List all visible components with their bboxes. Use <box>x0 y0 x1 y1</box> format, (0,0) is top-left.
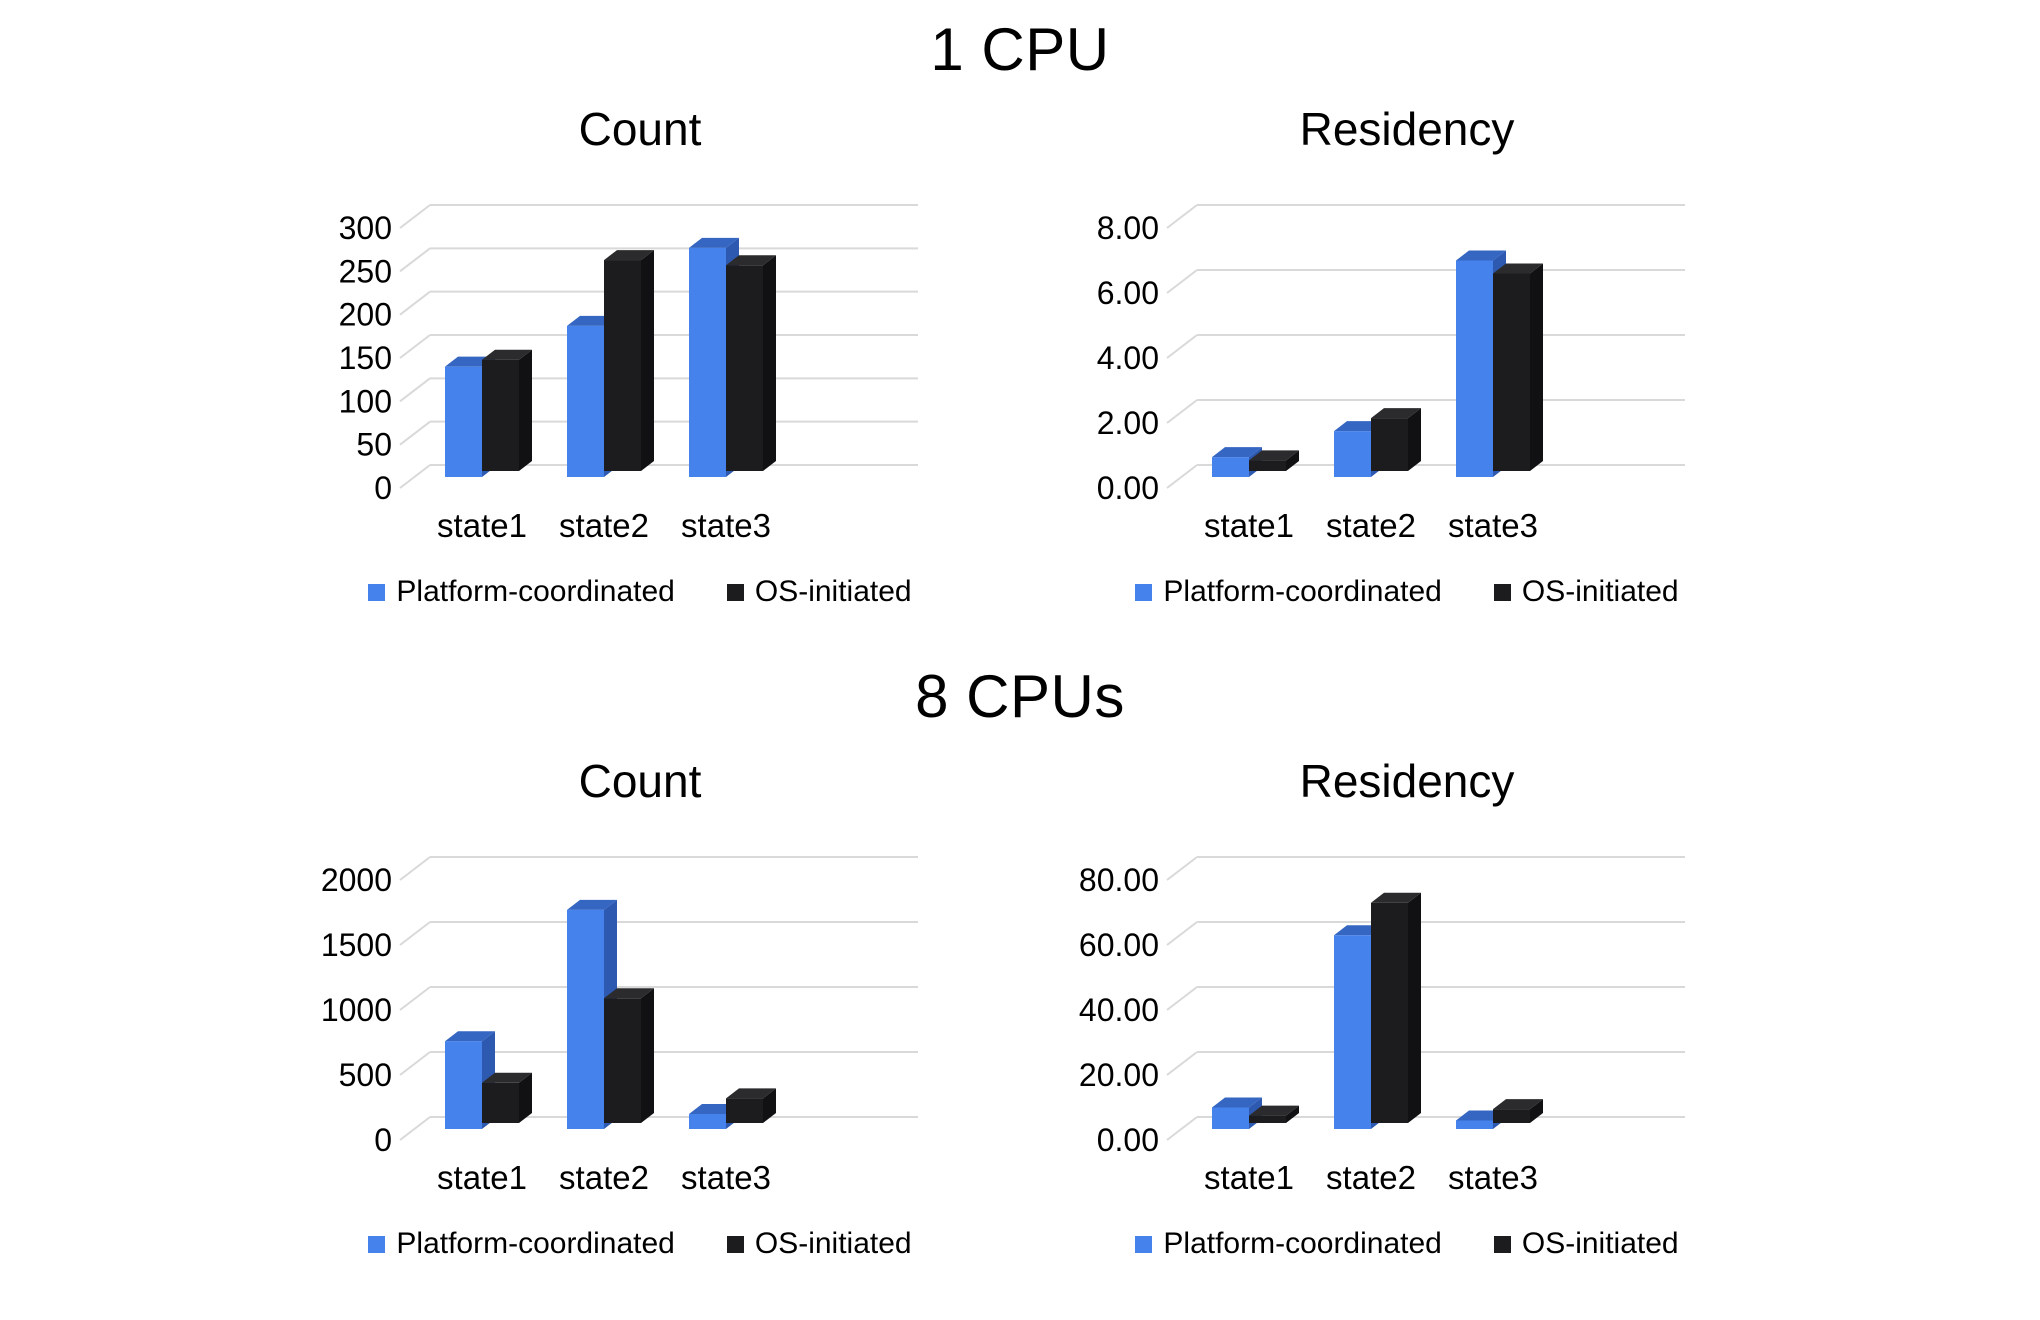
legend-label-os-initiated: OS-initiated <box>1521 575 1679 608</box>
legend-label-platform-coordinated: Platform-coordinated <box>396 1227 675 1260</box>
svg-text:state1: state1 <box>1204 1159 1294 1196</box>
svg-text:1000: 1000 <box>321 992 392 1028</box>
svg-text:1500: 1500 <box>321 927 392 963</box>
chart-cell-8cpus-count: Count 2000 1500 1000 500 0 state1 state2 state3… <box>220 752 920 1282</box>
chart-legend: Platform-coordinated OS-initiated <box>360 1227 920 1261</box>
legend-swatch-platform-coordinated <box>1135 583 1153 601</box>
svg-text:state1: state1 <box>437 1159 527 1196</box>
svg-text:80.00: 80.00 <box>1079 862 1159 898</box>
legend-swatch-os-initiated <box>726 583 744 601</box>
chart-title-count: Count <box>578 755 702 807</box>
legend-label-platform-coordinated: Platform-coordinated <box>396 575 675 608</box>
bar-chart-8cpus-count: 2000 1500 1000 500 0 state1 state2 state3 <box>321 856 918 1196</box>
legend-label-platform-coordinated: Platform-coordinated <box>1163 1227 1442 1260</box>
chart-title-residency: Residency <box>1299 755 1515 807</box>
svg-text:6.00: 6.00 <box>1097 275 1159 311</box>
legend-label-os-initiated: OS-initiated <box>754 1227 912 1260</box>
legend-swatch-platform-coordinated <box>368 583 386 601</box>
section-title-8-cpus: 8 CPUs <box>915 663 1125 730</box>
svg-text:state3: state3 <box>1448 507 1538 544</box>
chart-legend: Platform-coordinated OS-initiated <box>360 575 920 609</box>
svg-text:state1: state1 <box>1204 507 1294 544</box>
chart-cell-1cpu-count: Count 300 250 200 150 100 50 0 state1 state2 stat… <box>220 100 920 630</box>
chart-legend: Platform-coordinated OS-initiated <box>1127 575 1687 609</box>
svg-text:200: 200 <box>339 297 392 333</box>
legend-swatch-os-initiated <box>1493 583 1511 601</box>
legend-swatch-platform-coordinated <box>368 1235 386 1253</box>
section-title-1-cpu: 1 CPU <box>930 16 1110 83</box>
svg-text:8.00: 8.00 <box>1097 210 1159 246</box>
legend-swatch-os-initiated <box>1493 1235 1511 1253</box>
svg-text:state3: state3 <box>1448 1159 1538 1196</box>
svg-text:state2: state2 <box>1326 1159 1416 1196</box>
svg-text:0: 0 <box>374 470 392 506</box>
svg-text:state3: state3 <box>681 1159 771 1196</box>
legend-label-platform-coordinated: Platform-coordinated <box>1163 575 1442 608</box>
bar-chart-1cpu-count: 300 250 200 150 100 50 0 state1 state2 state3 <box>339 204 918 544</box>
svg-text:40.00: 40.00 <box>1079 992 1159 1028</box>
svg-text:0.00: 0.00 <box>1097 470 1159 506</box>
chart-title-residency: Residency <box>1299 103 1515 155</box>
svg-text:50: 50 <box>356 427 392 463</box>
svg-text:2.00: 2.00 <box>1097 405 1159 441</box>
svg-text:2000: 2000 <box>321 862 392 898</box>
svg-text:250: 250 <box>339 253 392 289</box>
svg-text:100: 100 <box>339 383 392 419</box>
legend-swatch-platform-coordinated <box>1135 1235 1153 1253</box>
svg-text:state3: state3 <box>681 507 771 544</box>
svg-text:0.00: 0.00 <box>1097 1122 1159 1158</box>
svg-text:state2: state2 <box>559 507 649 544</box>
chart-title-count: Count <box>578 103 702 155</box>
svg-text:4.00: 4.00 <box>1097 340 1159 376</box>
legend-label-os-initiated: OS-initiated <box>754 575 912 608</box>
bar-chart-8cpus-residency: 80.00 60.00 40.00 20.00 0.00 state1 state2 stat… <box>1079 856 1685 1196</box>
svg-text:60.00: 60.00 <box>1079 927 1159 963</box>
chart-cell-1cpu-residency: Residency 8.00 6.00 4.00 2.00 0.00 state1 stat… <box>987 100 1687 630</box>
svg-text:300: 300 <box>339 210 392 246</box>
svg-text:150: 150 <box>339 340 392 376</box>
svg-text:20.00: 20.00 <box>1079 1057 1159 1093</box>
svg-text:state1: state1 <box>437 507 527 544</box>
svg-text:500: 500 <box>339 1057 392 1093</box>
chart-legend: Platform-coordinated OS-initiated <box>1127 1227 1687 1261</box>
legend-swatch-os-initiated <box>726 1235 744 1253</box>
svg-text:0: 0 <box>374 1122 392 1158</box>
legend-label-os-initiated: OS-initiated <box>1521 1227 1679 1260</box>
svg-text:state2: state2 <box>1326 507 1416 544</box>
chart-cell-8cpus-residency: Residency 80.00 60.00 40.00 20.00 0.00 state1… <box>987 752 1687 1282</box>
bar-chart-1cpu-residency: 8.00 6.00 4.00 2.00 0.00 state1 state2 state3 <box>1097 204 1685 544</box>
svg-text:state2: state2 <box>559 1159 649 1196</box>
